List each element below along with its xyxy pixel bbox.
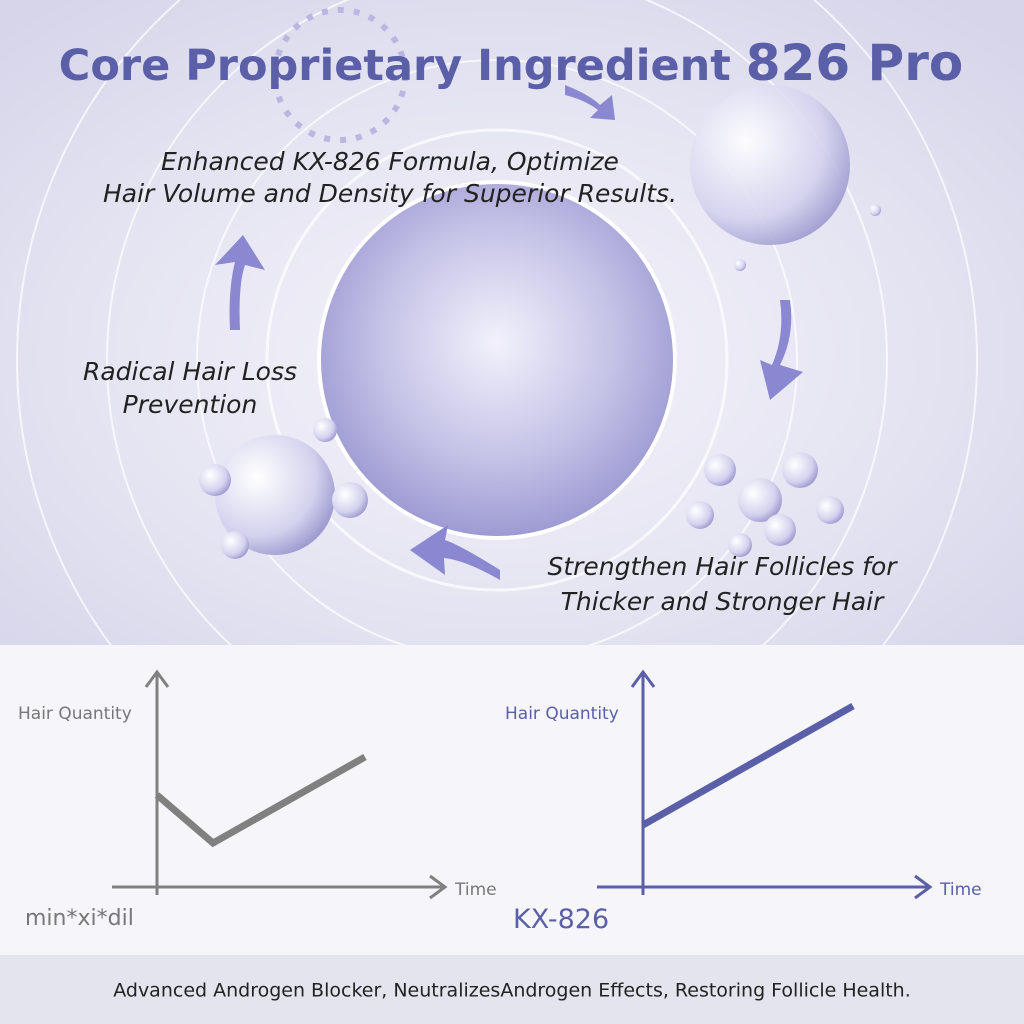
chart-left — [112, 669, 448, 900]
title: Core Proprietary Ingredient 826 Pro — [59, 34, 963, 92]
feature-text: Thicker and Stronger Hair — [561, 587, 886, 616]
x-label: Time — [454, 880, 497, 900]
bubbles — [199, 204, 881, 559]
chart-right — [597, 669, 933, 900]
title-highlight: 826 Pro — [746, 34, 963, 92]
feature-text: Enhanced KX-826 Formula, Optimize — [161, 147, 619, 176]
product-name: min*xi*dil — [25, 906, 134, 931]
product-name: KX-826 — [513, 904, 609, 935]
footer-text: Advanced Androgen Blocker, NeutralizesAn… — [113, 980, 911, 1002]
feature-text: Hair Volume and Density for Superior Res… — [103, 179, 677, 208]
feature-text: Radical Hair Loss — [83, 357, 297, 386]
x-label: Time — [939, 880, 982, 900]
molecule — [272, 7, 408, 143]
core-sphere — [317, 180, 677, 540]
feature-text: Prevention — [123, 390, 258, 419]
cycle-arrows — [215, 85, 803, 580]
feature-text: Strengthen Hair Follicles for — [547, 552, 898, 581]
y-label: Hair Quantity — [505, 704, 619, 724]
title-text: Core Proprietary Ingredient — [59, 41, 731, 91]
y-label: Hair Quantity — [18, 704, 132, 724]
footer-band — [0, 955, 1024, 1024]
comparison-panel — [0, 645, 1024, 955]
sphere-top-right — [690, 85, 850, 245]
